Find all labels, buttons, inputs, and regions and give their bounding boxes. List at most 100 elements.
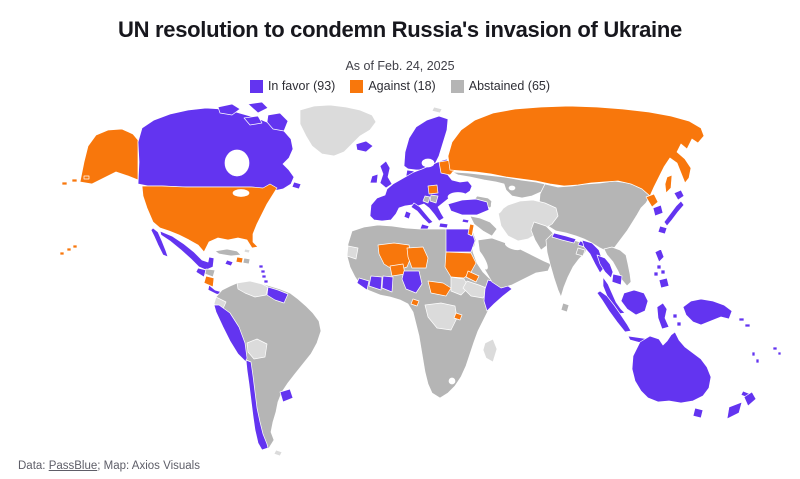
map-country-niger — [406, 246, 429, 269]
map-moluccas — [672, 313, 682, 327]
map-caspian-sea — [490, 191, 506, 215]
map-country-south-korea — [652, 204, 664, 217]
map-asia — [447, 105, 705, 315]
map-svalbard — [431, 106, 443, 114]
map-europe — [355, 106, 473, 232]
map-country-burundi — [453, 312, 463, 321]
map-country-sri-lanka — [560, 302, 570, 313]
map-country-peru — [213, 304, 248, 363]
map-country-cuba — [214, 248, 242, 257]
map-country-bangladesh — [575, 247, 586, 257]
map-new-guinea — [682, 298, 733, 326]
map-hawaii — [59, 244, 78, 256]
map-country-australia — [631, 331, 712, 404]
map-country-cambodia — [611, 273, 623, 286]
map-country-cote-divoire — [368, 275, 383, 291]
map-kazakhstan-central-asia — [451, 171, 546, 199]
in-favor-swatch — [249, 79, 263, 93]
map-country-myanmar — [581, 239, 605, 274]
map-country-ghana — [381, 275, 394, 293]
map-country-guatemala — [195, 267, 207, 278]
map-country-bolivia — [246, 338, 268, 360]
map-solomon-islands — [738, 317, 751, 328]
map-great-lakes — [232, 189, 250, 197]
map-borneo — [620, 289, 649, 316]
source-link[interactable]: PassBlue — [48, 460, 98, 472]
legend-item-against: Against (18) — [350, 79, 436, 93]
map-western-sahara — [346, 245, 359, 260]
against-swatch — [350, 79, 364, 93]
map-country-honduras — [204, 268, 216, 278]
source-prefix: Data: — [18, 460, 49, 472]
map-africa — [346, 224, 513, 399]
map-country-south-sudan — [450, 276, 470, 296]
map-nz-north-island — [743, 391, 757, 407]
map-iraq-syria — [469, 215, 498, 237]
map-country-eritrea — [465, 270, 480, 283]
map-country-italy — [410, 202, 434, 225]
map-tasmania — [692, 407, 704, 419]
map-aleutian-islands — [61, 175, 90, 186]
map-country-greenland — [299, 104, 377, 157]
map-liberia-sierra-leone — [356, 277, 370, 291]
map-country-haiti — [235, 256, 244, 264]
map-newfoundland — [291, 181, 302, 190]
map-country-mexico — [159, 230, 215, 271]
abstained-swatch — [450, 79, 464, 93]
map-vietnam-laos — [603, 246, 632, 287]
map-guyanas — [266, 286, 289, 304]
map-country-turkey — [447, 198, 490, 216]
map-country-philippines — [653, 248, 670, 289]
map-country-madagascar — [482, 338, 498, 363]
map-country-bosnia — [422, 195, 431, 204]
map-north-america — [59, 101, 377, 297]
map-country-israel — [467, 223, 475, 237]
map-iran-afghanistan-turkmenistan — [497, 199, 559, 242]
map-sulawesi — [656, 302, 670, 330]
map-falkland-islands — [273, 449, 283, 457]
map-japan-honshu — [663, 200, 685, 227]
map-country-jamaica — [224, 259, 234, 267]
map-persian-gulf — [504, 241, 522, 251]
map-canadian-arctic-islands — [217, 101, 289, 132]
page-title: UN resolution to condemn Russia's invasi… — [118, 17, 682, 42]
map-country-alaska — [79, 128, 139, 185]
map-south-america-base — [215, 280, 322, 451]
map-country-nigeria — [401, 270, 423, 294]
map-japan-kyushu — [657, 225, 668, 235]
source-attribution: Data: PassBlue; Map: Axios Visuals — [18, 460, 200, 472]
map-hudson-bay — [224, 149, 250, 177]
map-country-central-african-republic — [427, 280, 452, 297]
map-bahamas — [243, 248, 251, 254]
map-baltic-sea — [421, 158, 435, 168]
map-sumatra — [596, 290, 632, 333]
map-lesser-antilles — [258, 264, 269, 284]
chart-subtitle: As of Feb. 24, 2025 — [345, 59, 455, 73]
map-country-uruguay — [279, 388, 294, 403]
map-country-dominican-republic — [242, 257, 251, 265]
map-aral-sea — [508, 185, 516, 191]
map-south-america — [213, 280, 322, 457]
map-country-uk — [379, 160, 393, 189]
map-country-nicaragua — [203, 275, 215, 288]
map-sardinia — [403, 210, 412, 220]
map-nz-south-island — [726, 401, 743, 420]
map-country-iceland — [355, 140, 374, 153]
map-country-equatorial-guinea — [410, 298, 420, 307]
abstained-label: Abstained (65) — [468, 79, 551, 93]
legend-item-in-favor: In favor (93) — [249, 79, 336, 93]
map-country-ireland — [369, 173, 379, 184]
map-country-nepal — [551, 232, 577, 244]
against-label: Against (18) — [368, 79, 436, 93]
in-favor-label: In favor (93) — [267, 79, 336, 93]
map-country-usa — [141, 183, 278, 253]
map-oceania — [596, 289, 782, 420]
map-baja-california — [150, 227, 169, 258]
legend: In favor (93) Against (18) Abstained (65… — [0, 79, 800, 93]
map-country-burkina-faso — [389, 263, 406, 277]
map-country-hungary — [427, 184, 439, 195]
map-country-ethiopia — [462, 280, 490, 299]
map-red-sea — [472, 246, 488, 270]
map-sakhalin — [664, 174, 673, 194]
